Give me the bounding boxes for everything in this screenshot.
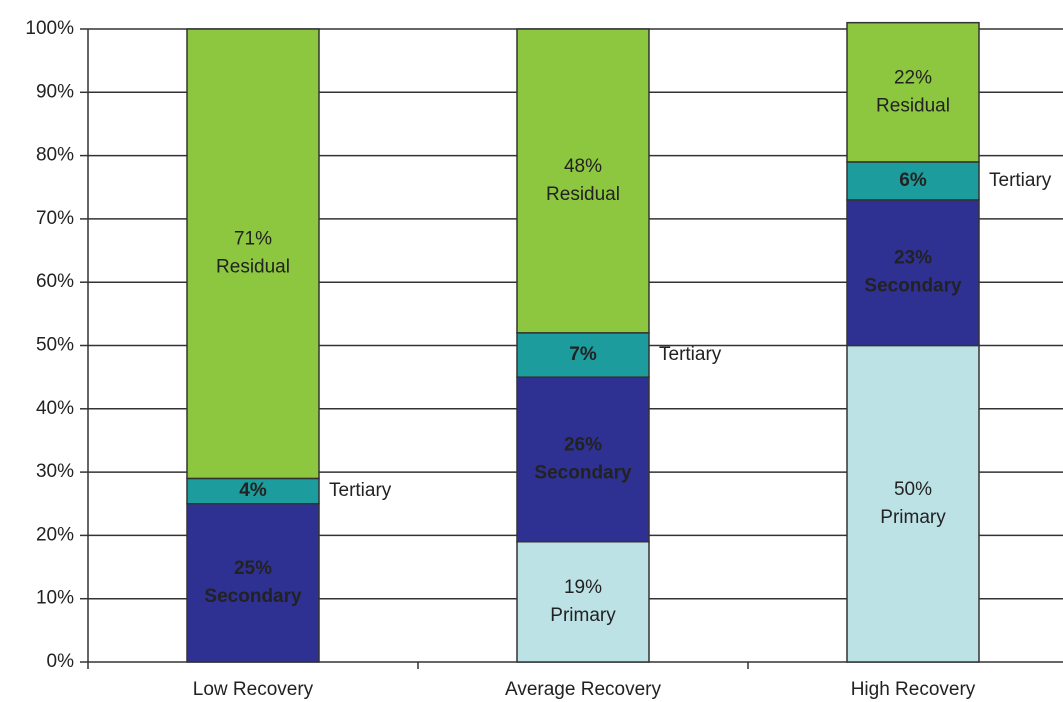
bar-segment bbox=[186, 503, 320, 663]
series-label: Tertiary bbox=[659, 344, 722, 365]
y-tick-label: 60% bbox=[36, 271, 74, 292]
series-label: Primary bbox=[880, 507, 946, 528]
value-label: 4% bbox=[239, 480, 267, 501]
series-label: Tertiary bbox=[329, 480, 392, 501]
series-label: Residual bbox=[546, 184, 620, 205]
value-label: 26% bbox=[564, 434, 602, 455]
value-label: 7% bbox=[569, 344, 597, 365]
y-tick-label: 0% bbox=[47, 651, 75, 672]
bar-segment bbox=[846, 199, 980, 347]
value-label: 71% bbox=[234, 229, 272, 250]
bar-segment bbox=[516, 28, 650, 334]
bar-segment bbox=[516, 376, 650, 543]
series-label: Secondary bbox=[534, 462, 632, 483]
y-tick-label: 90% bbox=[36, 81, 74, 102]
y-tick-label: 50% bbox=[36, 335, 74, 356]
series-label: Secondary bbox=[204, 586, 302, 607]
series-label: Tertiary bbox=[989, 170, 1052, 191]
y-tick-label: 70% bbox=[36, 208, 74, 229]
series-label: Residual bbox=[876, 95, 950, 116]
series-label: Secondary bbox=[864, 276, 962, 297]
y-tick-label: 100% bbox=[25, 18, 74, 39]
bar-segment bbox=[186, 28, 320, 480]
x-tick-label: Average Recovery bbox=[505, 679, 661, 700]
y-tick-label: 20% bbox=[36, 524, 74, 545]
x-tick-label: Low Recovery bbox=[193, 679, 314, 700]
bar-segment bbox=[846, 344, 980, 663]
value-label: 48% bbox=[564, 156, 602, 177]
y-tick-label: 80% bbox=[36, 145, 74, 166]
bar-segment bbox=[846, 161, 980, 201]
y-tick-label: 40% bbox=[36, 398, 74, 419]
bar-segment bbox=[516, 332, 650, 378]
series-label: Primary bbox=[550, 605, 616, 626]
bar-segment bbox=[846, 21, 980, 163]
y-tick-label: 10% bbox=[36, 588, 74, 609]
y-tick-label: 30% bbox=[36, 461, 74, 482]
value-label: 19% bbox=[564, 577, 602, 598]
value-label: 6% bbox=[899, 170, 927, 191]
series-label: Residual bbox=[216, 257, 290, 278]
value-label: 23% bbox=[894, 248, 932, 269]
value-label: 22% bbox=[894, 67, 932, 88]
x-tick-label: High Recovery bbox=[851, 679, 976, 700]
bar-segment bbox=[186, 477, 320, 505]
value-label: 50% bbox=[894, 479, 932, 500]
bar-segment bbox=[516, 540, 650, 663]
value-label: 25% bbox=[234, 558, 272, 579]
